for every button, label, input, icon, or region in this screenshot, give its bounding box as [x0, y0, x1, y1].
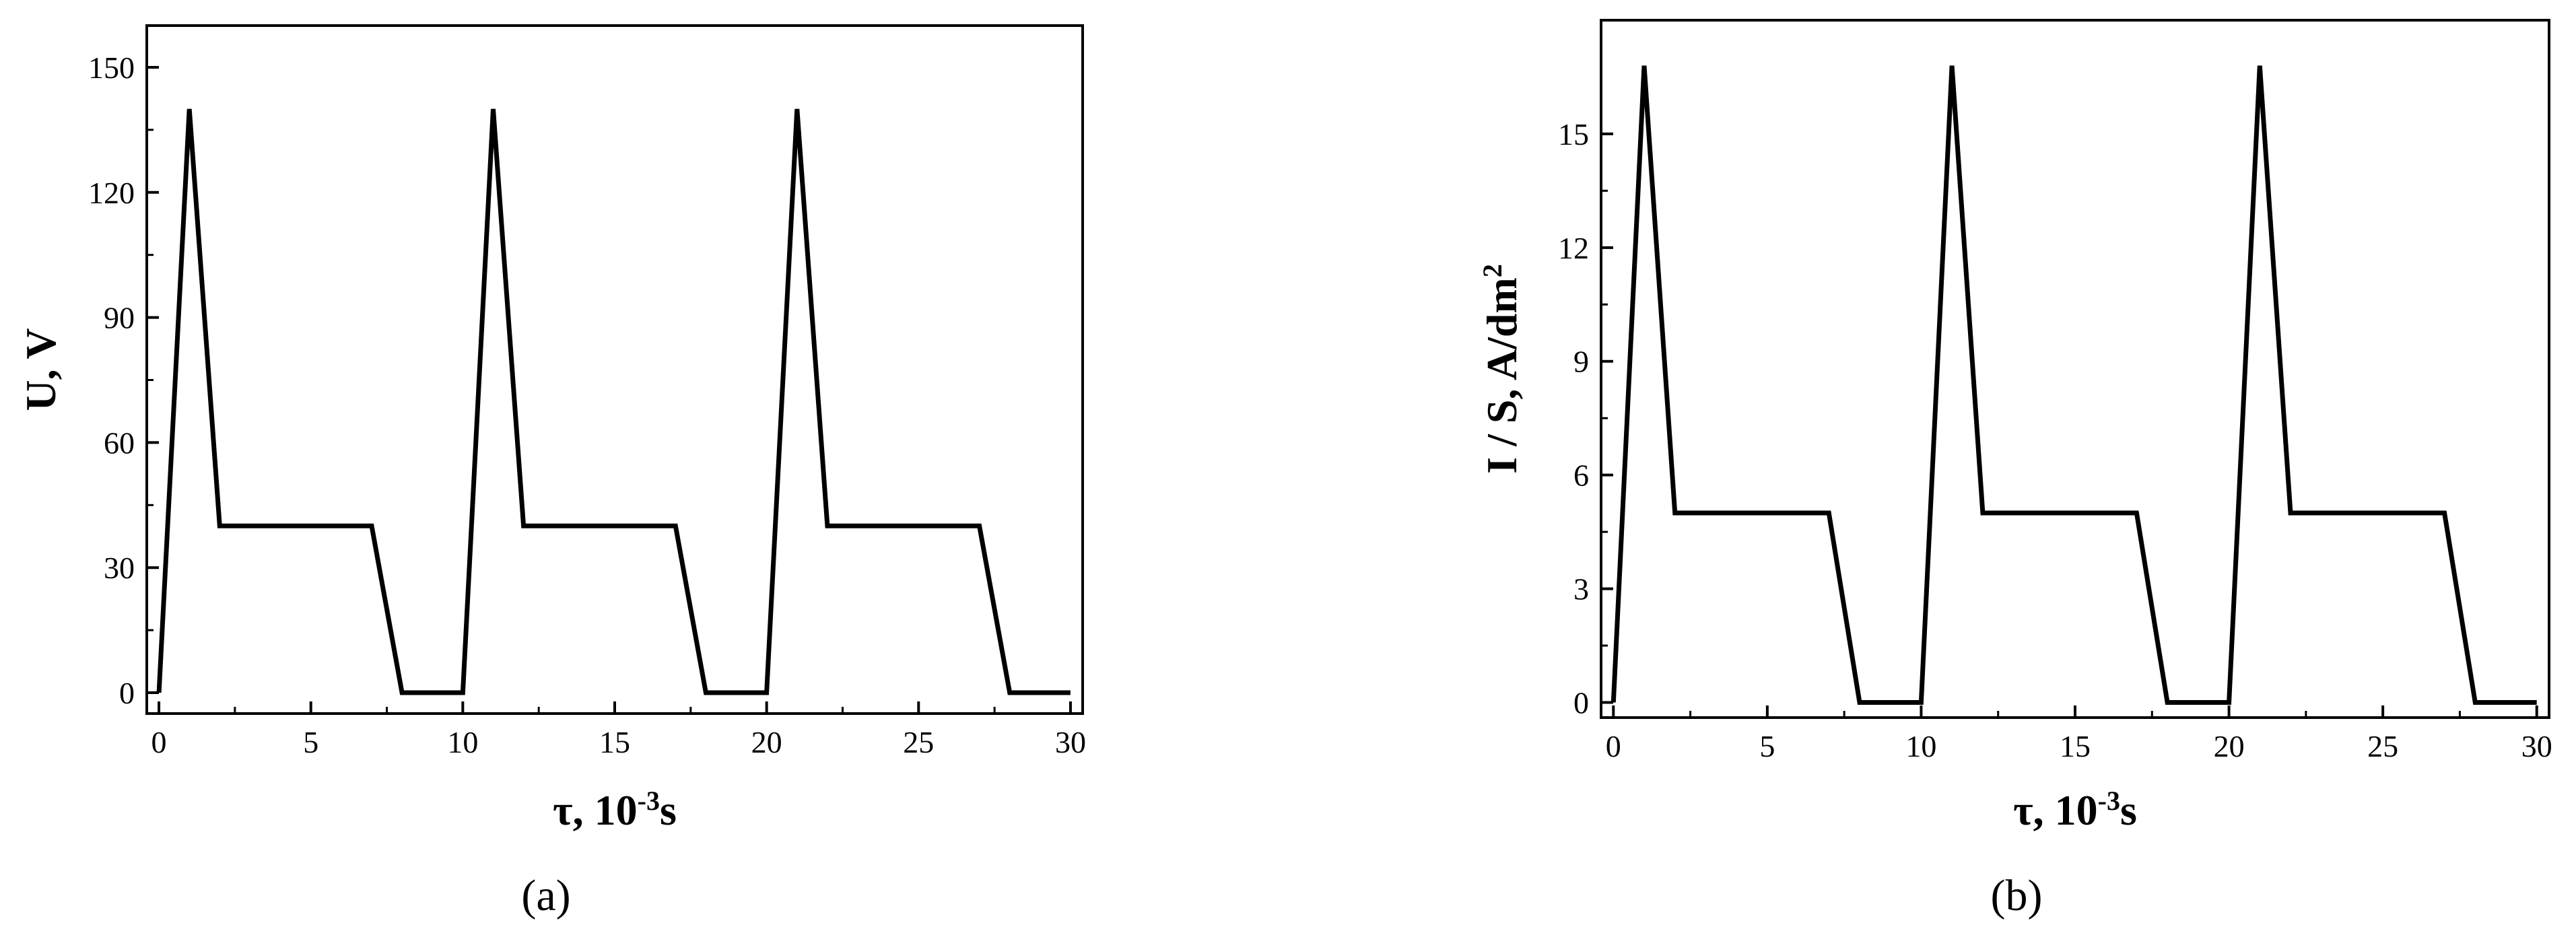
- panel-label: (a): [521, 871, 570, 920]
- series-line: [156, 108, 1071, 695]
- y-tick-label: 6: [1573, 458, 1589, 493]
- y-tick-label: 9: [1573, 345, 1589, 379]
- x-tick-label: 5: [303, 725, 318, 759]
- series-layer: [156, 108, 1071, 695]
- x-tick-label: 30: [1055, 725, 1086, 759]
- y-tick-label: 12: [1558, 231, 1589, 265]
- y-tick-label: 90: [104, 301, 135, 335]
- x-tick-label: 20: [2214, 729, 2245, 763]
- plot-frame: [1600, 19, 2550, 719]
- y-tick-label: 120: [88, 176, 135, 210]
- chart-panel-b: 0 5 10 15 20 25 30 0 3 6 9 12 15 τ, 10-3s I / S, A/d…: [1477, 19, 2552, 920]
- tick-layer: 0 5 10 15 20 25 30 0 30 60 90 120 150: [88, 50, 1086, 759]
- series-line: [1611, 65, 2537, 705]
- x-axis-title: τ, 10-3s: [553, 786, 677, 835]
- x-tick-label: 0: [1606, 729, 1621, 763]
- y-tick-label: 0: [119, 676, 135, 710]
- x-tick-label: 15: [2060, 729, 2091, 763]
- x-tick-label: 0: [151, 725, 167, 759]
- series-layer: [1611, 65, 2537, 705]
- x-tick-label: 5: [1759, 729, 1775, 763]
- x-tick-label: 30: [2521, 729, 2552, 763]
- y-tick-label: 150: [88, 50, 135, 85]
- x-tick-label: 15: [599, 725, 630, 759]
- y-axis-title: U, V: [17, 328, 65, 411]
- y-tick-label: 30: [104, 551, 135, 585]
- plot-frame: [145, 24, 1084, 715]
- x-axis-title: τ, 10-3s: [2013, 786, 2137, 835]
- y-tick-label: 60: [104, 425, 135, 460]
- x-tick-label: 20: [751, 725, 782, 759]
- y-tick-label: 0: [1573, 685, 1589, 720]
- x-tick-label: 25: [2367, 729, 2398, 763]
- x-tick-label: 25: [903, 725, 934, 759]
- panel-label: (b): [1991, 871, 2043, 920]
- x-tick-label: 10: [447, 725, 478, 759]
- tick-layer: 0 5 10 15 20 25 30 0 3 6 9 12 15: [1558, 117, 2552, 763]
- y-axis-title: I / S, A/dm2: [1477, 264, 1526, 474]
- y-tick-label: 3: [1573, 572, 1589, 607]
- x-tick-label: 10: [1905, 729, 1936, 763]
- y-tick-label: 15: [1558, 117, 1589, 151]
